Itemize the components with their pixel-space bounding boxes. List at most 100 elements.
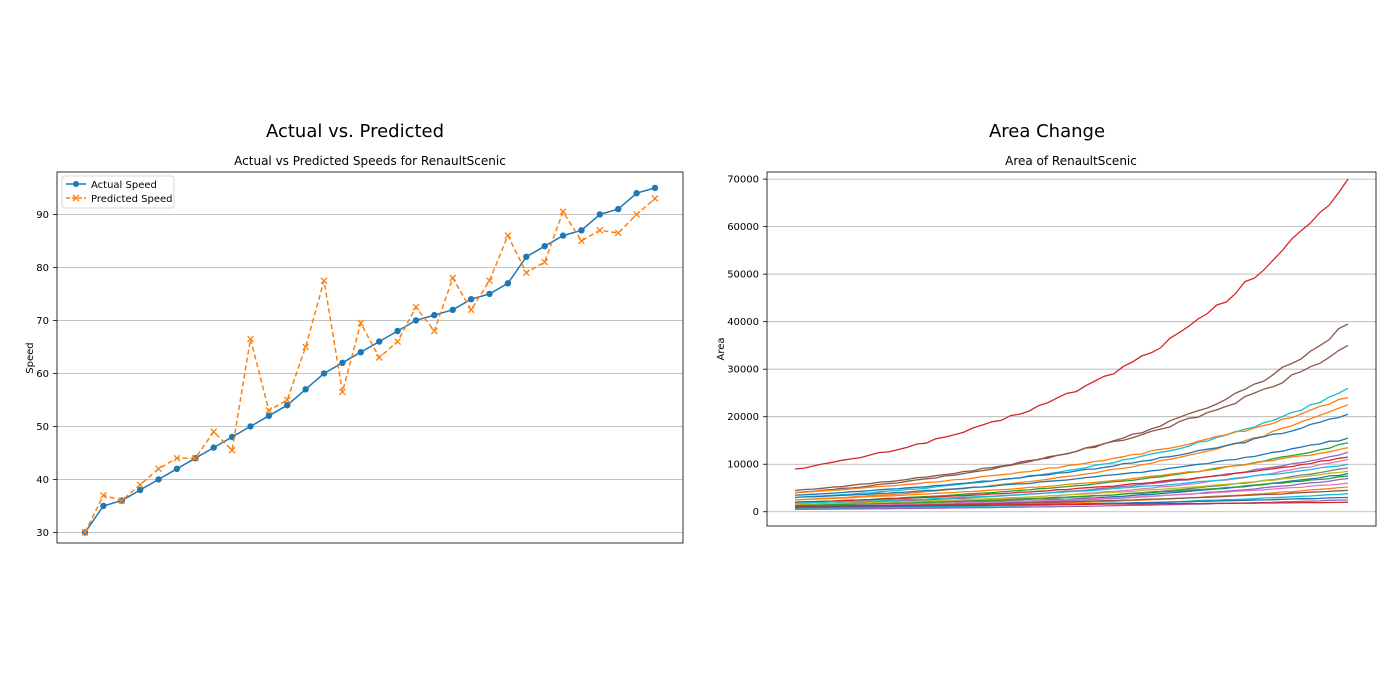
y-tick-label: 50	[36, 422, 49, 433]
predicted-speed-point	[633, 210, 641, 218]
actual-speed-point	[615, 205, 622, 213]
predicted-speed-point	[486, 277, 493, 285]
predicted-speed-point	[614, 229, 622, 237]
actual-speed-point	[394, 327, 401, 335]
predicted-speed-point	[338, 388, 346, 396]
speed-chart-grid	[57, 213, 683, 533]
area-series-line	[794, 178, 1349, 470]
speed-chart-series	[81, 184, 659, 536]
actual-speed-point	[155, 476, 162, 483]
area-series-line	[794, 463, 1349, 504]
area-chart: Area of RenaultScenic 0 10000 20000 30000 40…	[716, 154, 1377, 527]
predicted-speed-point	[173, 454, 181, 462]
predicted-speed-point	[99, 491, 107, 499]
actual-speed-point	[247, 423, 254, 430]
actual-speed-line	[84, 187, 656, 533]
y-tick-label: 70000	[727, 175, 759, 186]
actual-speed-point	[523, 253, 530, 260]
y-tick-label: 0	[753, 507, 759, 518]
legend-predicted-label: Predicted Speed	[91, 194, 172, 205]
predicted-speed-point	[577, 237, 585, 245]
speed-chart-legend: Actual Speed Predicted Speed	[61, 175, 175, 209]
area-chart-y-axis-label: Area	[716, 337, 727, 360]
area-series-line	[794, 323, 1349, 494]
area-series-line	[794, 404, 1349, 501]
speed-chart: Actual vs Predicted Speeds for RenaultSc…	[25, 154, 684, 544]
actual-speed-point	[504, 280, 512, 287]
actual-speed-point	[486, 290, 493, 298]
predicted-speed-point	[357, 319, 365, 327]
predicted-speed-point	[467, 306, 475, 314]
area-series-line	[794, 387, 1349, 499]
area-series-line	[794, 446, 1349, 501]
y-tick-label: 30	[36, 528, 49, 539]
predicted-speed-point	[191, 454, 199, 462]
predicted-speed-point	[210, 428, 218, 436]
actual-speed-point	[412, 317, 420, 324]
left-panel-title: Actual vs. Predicted	[265, 121, 445, 142]
actual-speed-point	[210, 444, 217, 451]
predicted-speed-point	[651, 195, 659, 202]
speed-chart-y-axis-label: Speed	[25, 342, 36, 373]
legend-predicted-marker	[72, 194, 80, 202]
y-tick-label: 60000	[727, 222, 759, 233]
actual-speed-point	[541, 243, 548, 250]
y-tick-label: 90	[36, 210, 49, 221]
actual-speed-point	[100, 502, 107, 510]
legend-box	[61, 175, 175, 209]
predicted-speed-point	[228, 446, 236, 454]
area-series-line	[794, 437, 1349, 499]
actual-speed-point	[431, 311, 438, 319]
predicted-speed-point	[320, 277, 328, 285]
y-tick-label: 80	[36, 263, 49, 274]
area-chart-series	[794, 178, 1349, 511]
area-chart-y-ticks: 0 10000 20000 30000 40000 50000 60000 70000	[727, 175, 767, 518]
predicted-speed-point	[81, 528, 89, 536]
actual-speed-point	[339, 359, 346, 366]
actual-speed-point	[302, 386, 309, 393]
speed-chart-title: Actual vs Predicted Speeds for RenaultSc…	[234, 154, 506, 168]
predicted-speed-point	[283, 396, 291, 404]
y-tick-label: 20000	[727, 412, 759, 423]
predicted-speed-point	[522, 269, 530, 277]
predicted-speed-point	[155, 465, 163, 473]
actual-speed-point	[173, 465, 181, 472]
actual-speed-point	[320, 370, 328, 377]
predicted-speed-point	[247, 335, 254, 343]
predicted-speed-point	[596, 226, 604, 234]
actual-speed-point	[449, 306, 456, 313]
actual-speed-point	[596, 211, 604, 218]
actual-speed-point	[357, 349, 365, 356]
actual-speed-point	[284, 402, 291, 409]
y-tick-label: 10000	[727, 460, 759, 471]
predicted-speed-point	[302, 343, 310, 351]
actual-speed-point	[559, 232, 567, 239]
actual-speed-point	[136, 486, 144, 494]
area-series-line	[794, 397, 1349, 494]
y-tick-label: 50000	[727, 270, 759, 281]
predicted-speed-point	[136, 481, 144, 489]
predicted-speed-point	[449, 274, 457, 282]
y-tick-label: 40	[36, 475, 49, 486]
speed-chart-frame	[56, 171, 684, 544]
predicted-speed-point	[541, 258, 549, 266]
actual-speed-point	[467, 296, 475, 303]
area-chart-title: Area of RenaultScenic	[1005, 154, 1137, 168]
area-series-line	[794, 456, 1349, 503]
actual-speed-point	[375, 338, 383, 345]
predicted-speed-point	[118, 497, 126, 505]
area-chart-frame	[766, 171, 1377, 527]
y-tick-label: 40000	[727, 317, 759, 328]
predicted-speed-point	[375, 354, 383, 361]
area-series-line	[794, 413, 1349, 496]
area-chart-grid	[767, 178, 1376, 513]
predicted-speed-point	[504, 232, 512, 240]
predicted-speed-point	[559, 208, 567, 216]
right-panel-title: Area Change	[988, 121, 1106, 142]
area-series-line	[794, 482, 1349, 508]
predicted-speed-point	[430, 327, 438, 335]
y-tick-label: 60	[36, 369, 49, 380]
y-tick-label: 70	[36, 316, 49, 327]
predicted-speed-point	[394, 338, 402, 346]
